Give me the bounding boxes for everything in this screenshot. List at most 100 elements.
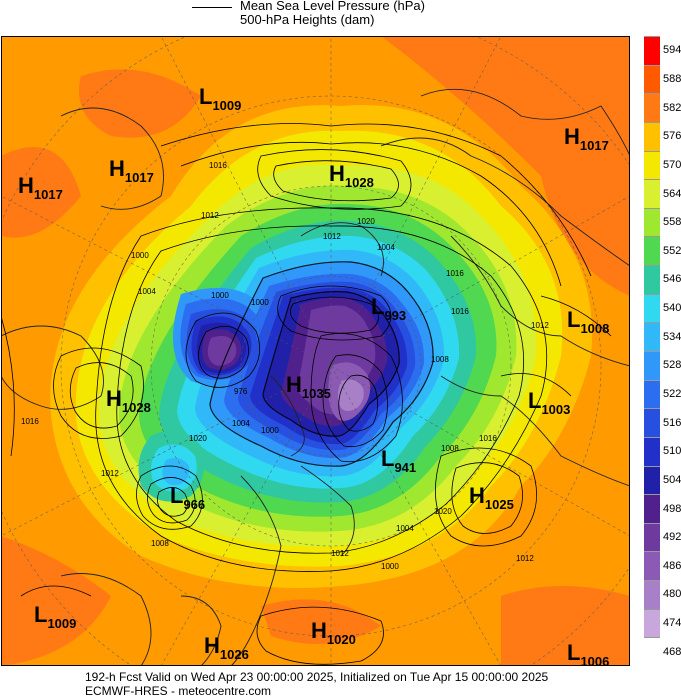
height-contours — [209, 261, 434, 467]
high-pressure-center: H1017 — [18, 173, 63, 202]
colorbar-swatch — [644, 207, 660, 237]
isobar-value-label: 1000 — [251, 298, 269, 307]
isobar-value-label: 1004 — [377, 243, 395, 252]
colorbar-swatch — [644, 150, 660, 180]
isobar-value-label: 1016 — [209, 161, 227, 170]
mslp-legend-label: Mean Sea Level Pressure (hPa) — [240, 0, 425, 13]
colorbar-level-label: 582 — [663, 101, 681, 114]
isobar-value-label: 1020 — [189, 434, 207, 443]
colorbar-swatch — [644, 522, 660, 552]
isobar-value-label: 1000 — [381, 562, 399, 571]
isobar-value-label: 1000 — [131, 251, 149, 260]
model-source-text: ECMWF-HRES - meteocentre.com — [85, 684, 272, 698]
colorbar-swatch — [644, 36, 660, 65]
colorbar-level-label: 594 — [663, 44, 681, 57]
colorbar-level-label: 492 — [663, 531, 681, 544]
isobar-value-label: 1000 — [211, 291, 229, 300]
colorbar-swatch — [644, 465, 660, 495]
colorbar-swatch — [644, 121, 660, 151]
isobar-value-label: 1012 — [516, 554, 534, 563]
low-pressure-center: L941 — [381, 446, 416, 475]
isobar-value-label: 1012 — [201, 211, 219, 220]
low-pressure-center: L1006 — [567, 640, 609, 666]
coastlines — [1, 88, 630, 666]
pressure-centers: L1009 H1017 H1017 H1028 H1017 L993 L1008 H1028 H… — [18, 84, 609, 666]
colorbar-swatch — [644, 637, 660, 666]
isobar-value-label: 1016 — [446, 269, 464, 278]
isobar-value-label: 1012 — [531, 321, 549, 330]
colorbar-swatch — [644, 265, 660, 294]
colorbar-level-label: 498 — [663, 502, 681, 515]
low-pressure-center: L966 — [170, 483, 205, 512]
high-pressure-center: H1017 — [564, 124, 609, 153]
weather-map: 1016 1012 1020 1012 1004 1000 1004 1000 1000 1016… — [1, 36, 630, 666]
colorbar-swatch — [644, 64, 660, 94]
isobar-value-label: 1016 — [21, 417, 39, 426]
colorbar-level-label: 468 — [663, 645, 681, 658]
low-pressure-center: L1003 — [528, 388, 570, 417]
colorbar-level-label: 540 — [663, 302, 681, 315]
colorbar-level-label: 564 — [663, 187, 681, 200]
isobars — [1, 123, 612, 665]
low-pressure-center: L1009 — [199, 84, 241, 113]
high-pressure-center: H1026 — [204, 633, 249, 662]
colorbar-swatch — [644, 436, 660, 466]
colorbar-swatch — [644, 379, 660, 409]
high-pressure-center: H1020 — [311, 618, 356, 647]
isobar-value-label: 1008 — [441, 444, 459, 453]
colorbar-swatch — [644, 179, 660, 208]
isobar-value-label: 1012 — [101, 469, 119, 478]
isobar-value-labels: 1016 1012 1020 1012 1004 1000 1004 1000 1000 1016… — [21, 161, 549, 571]
colorbar-swatch — [644, 494, 660, 523]
colorbar-swatch — [644, 293, 660, 323]
isobar-value-label: 1012 — [331, 549, 349, 558]
colorbar-level-label: 510 — [663, 445, 681, 458]
isobar-value-label: 1020 — [434, 507, 452, 516]
low-pressure-center: L1009 — [34, 602, 76, 631]
high-pressure-center: H1025 — [469, 483, 514, 512]
colorbar-swatch — [644, 408, 660, 437]
forecast-valid-text: 192-h Fcst Valid on Wed Apr 23 00:00:00 … — [85, 670, 549, 684]
height-colorbar: 594 588 582 576 570 564 558 552 546 540 534 528 522 5… — [644, 36, 681, 666]
isobar-value-label: 1020 — [357, 217, 375, 226]
low-pressure-center: L1008 — [567, 307, 609, 336]
colorbar-swatch — [644, 551, 660, 581]
colorbar-level-label: 522 — [663, 387, 681, 400]
colorbar-swatch — [644, 93, 660, 122]
isobar-value-label: 1004 — [396, 524, 414, 533]
graticule — [1, 36, 630, 666]
isobar-value-label: 1004 — [138, 287, 156, 296]
colorbar-level-label: 474 — [663, 617, 681, 630]
colorbar-swatch — [644, 351, 660, 380]
colorbar-swatch — [644, 322, 660, 351]
high-pressure-center: H1028 — [329, 161, 374, 190]
colorbar-level-label: 516 — [663, 416, 681, 429]
colorbar-level-label: 576 — [663, 130, 681, 143]
isobar-value-label: 1016 — [451, 307, 469, 316]
colorbar-level-label: 486 — [663, 559, 681, 572]
colorbar-level-label: 546 — [663, 273, 681, 286]
colorbar-level-label: 588 — [663, 72, 681, 85]
isobar-value-label: 1008 — [431, 355, 449, 364]
colorbar-level-label: 504 — [663, 473, 681, 486]
isobar-value-label: 1016 — [479, 434, 497, 443]
colorbar-level-label: 528 — [663, 359, 681, 372]
high-pressure-center: H1017 — [109, 156, 154, 185]
heights-legend-label: 500-hPa Heights (dam) — [240, 12, 375, 27]
high-pressure-center: H1035 — [286, 372, 331, 401]
colorbar-level-label: 534 — [663, 330, 681, 343]
isobar-value-label: 1008 — [151, 539, 169, 548]
colorbar-level-label: 480 — [663, 588, 681, 601]
isobar-value-label: 976 — [234, 387, 248, 396]
colorbar-swatch — [644, 608, 660, 638]
high-pressure-center: H1028 — [106, 386, 151, 415]
map-legend: Mean Sea Level Pressure (hPa) 500-hPa He… — [0, 0, 681, 36]
isobar-value-label: 1000 — [261, 426, 279, 435]
map-footer: 192-h Fcst Valid on Wed Apr 23 00:00:00 … — [0, 670, 681, 700]
colorbar-level-label: 552 — [663, 244, 681, 257]
isobar-value-label: 1004 — [232, 419, 250, 428]
colorbar-level-label: 558 — [663, 216, 681, 229]
colorbar-swatch — [644, 580, 660, 609]
isobar-value-label: 1012 — [323, 232, 341, 241]
colorbar-level-label: 570 — [663, 158, 681, 171]
